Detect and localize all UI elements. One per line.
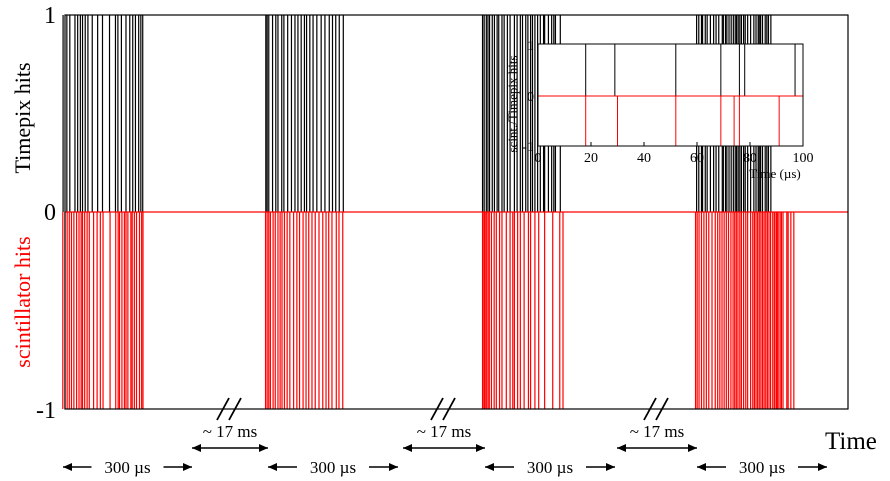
inset-x-tick-label: 100 [793,151,814,166]
axis-break-mark [655,397,669,421]
inset-y-axis-label: scint./Timepix hits [505,55,520,152]
axis-break-mark [643,397,657,421]
window-arrowhead [63,463,72,471]
inset-y-tick-label: -1 [522,140,534,155]
window-arrowhead [697,463,706,471]
gap-arrowhead [192,444,201,452]
window-arrowhead [183,463,192,471]
axis-break-mark [442,397,456,421]
x-axis-label: Time [825,428,877,455]
gap-duration-label: ~ 17 ms [417,422,472,441]
axis-break-mark [216,397,230,421]
inset-background [538,44,803,146]
axis-break-mark [430,397,444,421]
inset-ticks: 0 20 40 60 80 100 [535,142,814,166]
inset-x-tick-label: 0 [535,151,542,166]
gap-arrowhead [617,444,626,452]
inset-y-tick-label: 0 [527,90,534,105]
inset-x-tick-label: 20 [584,151,598,166]
window-arrowhead [389,463,398,471]
inset-x-tick-label: 60 [690,151,704,166]
gap-duration-label: ~ 17 ms [203,422,258,441]
window-duration-label: 300 µs [527,458,573,477]
inset-chart: 0 20 40 60 80 100 1 0 -1 scint./Timepix hits … [505,39,814,181]
gap-arrowhead [476,444,485,452]
inset-frame [537,43,804,147]
y-tick-label: -1 [36,398,56,424]
window-arrowhead [606,463,615,471]
inset-y-tick-label: 1 [527,39,534,54]
window-arrowhead [485,463,494,471]
gap-duration-label: ~ 17 ms [630,422,685,441]
y-tick-label: 1 [44,3,56,29]
gap-arrowhead [259,444,268,452]
window-duration-label: 300 µs [310,458,356,477]
window-duration-label: 300 µs [739,458,785,477]
inset-x-tick-label: 80 [743,151,757,166]
annotations: 300 µs 300 µs 300 µs 300 µs ~ 17 ms ~ 17 ms ~ … [63,397,827,477]
inset-x-axis-label: Time (µs) [749,166,800,181]
window-arrowhead [268,463,277,471]
y-tick-label: 0 [44,200,56,226]
plot-frame [64,14,849,410]
axis-break-mark [228,397,242,421]
gap-arrowhead [403,444,412,452]
y-axis-label-timepix: Timepix hits [10,62,35,173]
y-axis-label-scintillator: scintillator hits [10,236,35,367]
window-arrowhead [818,463,827,471]
window-duration-label: 300 µs [104,458,150,477]
gap-arrowhead [688,444,697,452]
inset-x-tick-label: 40 [637,151,651,166]
